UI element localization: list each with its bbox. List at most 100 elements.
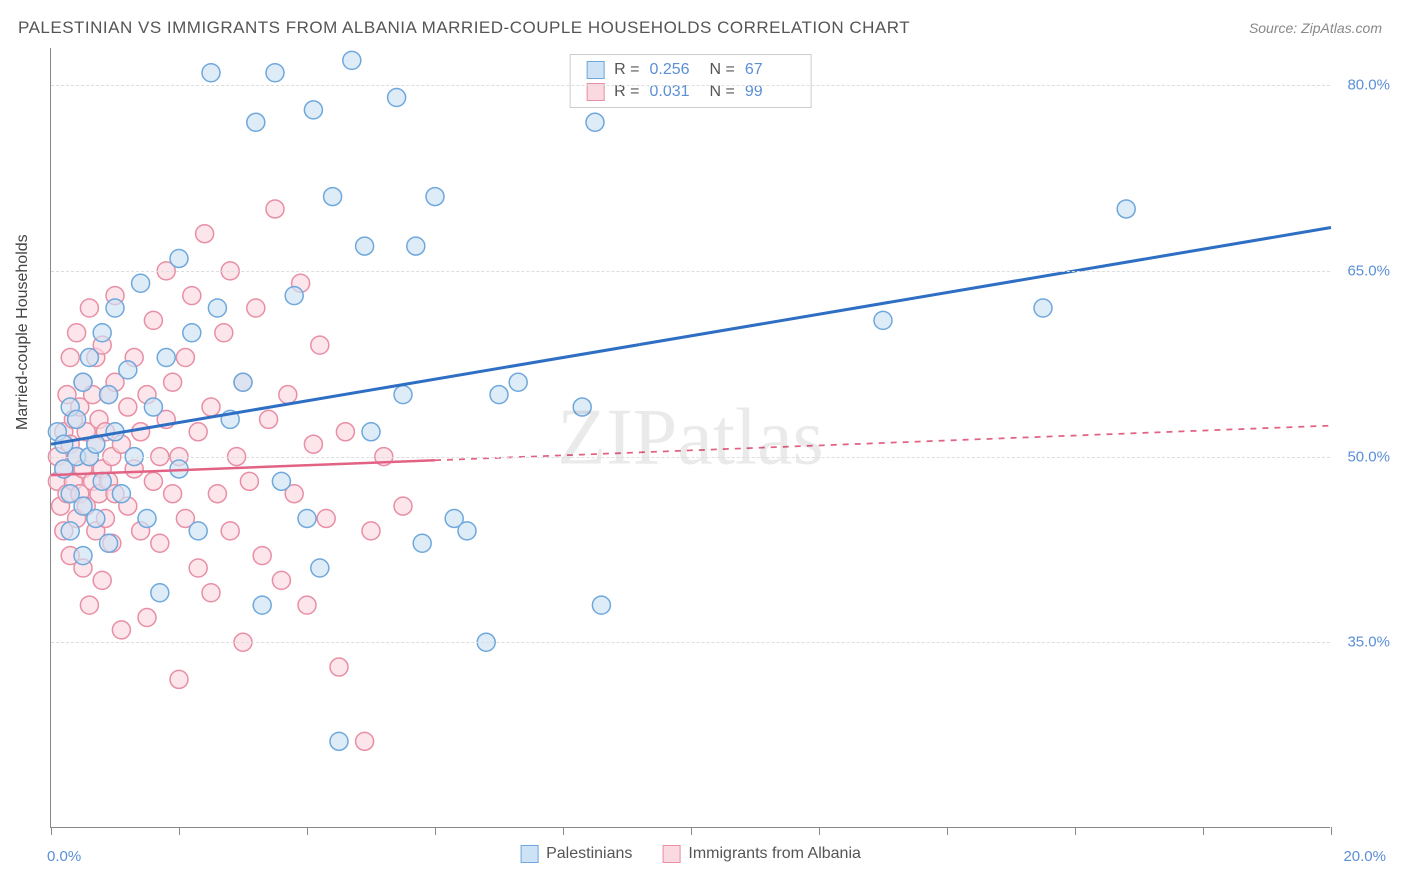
data-point (144, 311, 162, 329)
data-point (592, 596, 610, 614)
data-point (509, 373, 527, 391)
data-point (490, 386, 508, 404)
gridline (51, 457, 1330, 458)
swatch-series-1 (586, 61, 604, 79)
gridline (51, 642, 1330, 643)
data-point (356, 732, 374, 750)
x-axis-min-label: 0.0% (47, 848, 81, 865)
data-point (138, 509, 156, 527)
x-tick (1203, 827, 1204, 835)
x-axis-max-label: 20.0% (1343, 848, 1386, 865)
data-point (253, 596, 271, 614)
x-tick (1331, 827, 1332, 835)
data-point (240, 472, 258, 490)
data-point (272, 472, 290, 490)
data-point (279, 386, 297, 404)
data-point (311, 559, 329, 577)
data-point (266, 200, 284, 218)
data-point (260, 410, 278, 428)
data-point (112, 485, 130, 503)
series-1-name: Palestinians (546, 845, 632, 863)
data-point (93, 571, 111, 589)
data-point (304, 101, 322, 119)
data-point (183, 324, 201, 342)
data-point (68, 410, 86, 428)
y-axis-label: Married-couple Households (14, 234, 32, 430)
x-tick (563, 827, 564, 835)
n-value-1: 67 (745, 61, 795, 79)
data-point (343, 51, 361, 69)
data-point (80, 349, 98, 367)
data-point (176, 349, 194, 367)
data-point (93, 472, 111, 490)
gridline (51, 271, 1330, 272)
data-point (247, 113, 265, 131)
data-point (253, 547, 271, 565)
data-point (189, 522, 207, 540)
legend-item-series-2: Immigrants from Albania (662, 845, 861, 863)
data-point (298, 509, 316, 527)
data-point (100, 534, 118, 552)
data-point (356, 237, 374, 255)
data-point (426, 188, 444, 206)
data-point (157, 349, 175, 367)
gridline (51, 85, 1330, 86)
chart-title: PALESTINIAN VS IMMIGRANTS FROM ALBANIA M… (18, 18, 910, 38)
data-point (80, 299, 98, 317)
data-point (272, 571, 290, 589)
data-point (285, 287, 303, 305)
data-point (61, 522, 79, 540)
data-point (132, 274, 150, 292)
x-tick (435, 827, 436, 835)
x-tick (947, 827, 948, 835)
data-point (298, 596, 316, 614)
x-tick (691, 827, 692, 835)
data-point (183, 287, 201, 305)
data-point (336, 423, 354, 441)
data-point (208, 299, 226, 317)
data-point (1117, 200, 1135, 218)
y-tick-label: 35.0% (1347, 634, 1390, 651)
x-tick (307, 827, 308, 835)
swatch-series-1-b (520, 845, 538, 863)
data-point (61, 349, 79, 367)
y-tick-label: 80.0% (1347, 77, 1390, 94)
data-point (93, 324, 111, 342)
data-point (311, 336, 329, 354)
data-point (202, 584, 220, 602)
legend-item-series-1: Palestinians (520, 845, 632, 863)
correlation-legend: R = 0.256 N = 67 R = 0.031 N = 99 (569, 54, 812, 108)
data-point (413, 534, 431, 552)
series-legend: Palestinians Immigrants from Albania (520, 845, 861, 863)
y-tick-label: 65.0% (1347, 262, 1390, 279)
data-point (119, 398, 137, 416)
data-point (106, 299, 124, 317)
data-point (394, 386, 412, 404)
data-point (170, 670, 188, 688)
data-point (266, 64, 284, 82)
data-point (362, 522, 380, 540)
data-point (234, 373, 252, 391)
y-tick-label: 50.0% (1347, 448, 1390, 465)
data-point (80, 596, 98, 614)
data-point (196, 225, 214, 243)
data-point (151, 534, 169, 552)
data-point (164, 485, 182, 503)
data-point (247, 299, 265, 317)
x-tick (1075, 827, 1076, 835)
data-point (151, 584, 169, 602)
x-tick (51, 827, 52, 835)
data-point (317, 509, 335, 527)
data-point (362, 423, 380, 441)
data-point (388, 89, 406, 107)
data-point (324, 188, 342, 206)
x-tick (179, 827, 180, 835)
series-2-name: Immigrants from Albania (688, 845, 861, 863)
r-label: R = (614, 61, 639, 79)
data-point (74, 547, 92, 565)
data-point (202, 398, 220, 416)
trend-line-extension (435, 426, 1331, 461)
data-point (330, 658, 348, 676)
data-point (189, 559, 207, 577)
trend-line-extension (640, 228, 1331, 345)
